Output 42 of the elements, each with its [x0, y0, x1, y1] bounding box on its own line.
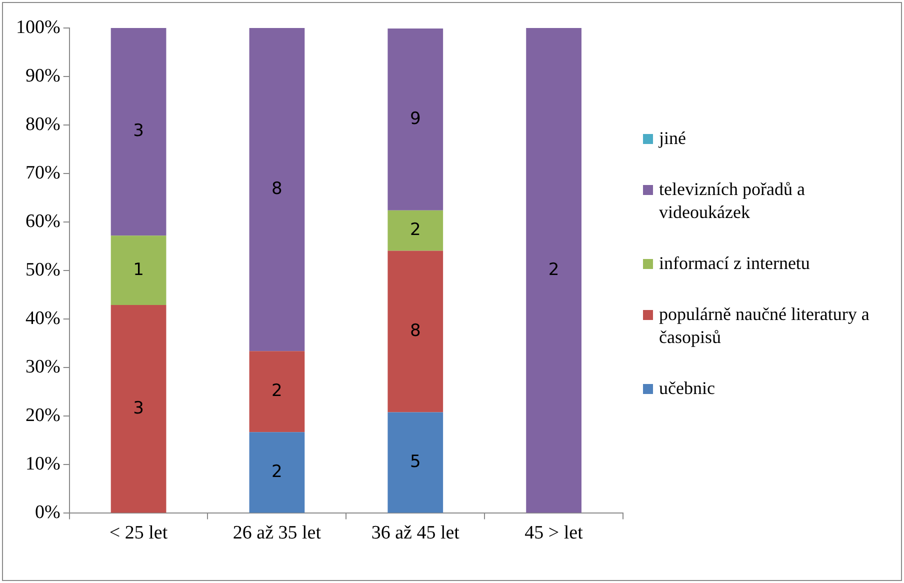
bar	[388, 210, 444, 251]
legend-label: populárně naučné literatury a časopisů	[659, 302, 870, 348]
bar	[110, 305, 166, 513]
annotation: 2	[410, 220, 421, 240]
annotation: 8	[410, 320, 421, 341]
bar	[249, 28, 305, 352]
y-tick-label: 80%	[26, 114, 60, 136]
annotation: 1	[133, 260, 144, 280]
annotation: 2	[272, 381, 282, 402]
annotation: 8	[272, 178, 282, 199]
bar	[110, 236, 166, 306]
bar	[526, 28, 582, 513]
y-tick-label: 40%	[26, 308, 60, 330]
y-tick-label: 50%	[26, 260, 60, 281]
bar	[110, 28, 166, 236]
annotation: 5	[410, 452, 421, 472]
y-tick-label: 70%	[26, 162, 60, 184]
y-tick-label: 90%	[26, 66, 60, 87]
y-tick-label: 0%	[35, 502, 60, 524]
y-tick-label: 10%	[26, 454, 60, 475]
y-tick-label: 60%	[26, 211, 60, 232]
y-tick-label: 30%	[26, 356, 60, 378]
legend-label: jiné	[659, 126, 686, 150]
annotation: 3	[133, 398, 144, 418]
annotation: 2	[272, 462, 282, 482]
annotation: 9	[410, 108, 421, 129]
x-tick-label: 36 až 45 let	[371, 522, 460, 544]
x-tick-label: 26 až 35 let	[232, 522, 322, 544]
legend-label: informací z internetu	[659, 252, 810, 274]
x-tick-label: 45 > let	[524, 522, 584, 544]
annotation: 2	[548, 260, 560, 280]
bar	[388, 28, 444, 210]
annotation: 3	[133, 121, 144, 142]
bar	[388, 250, 444, 412]
legend-label: televizních pořadů a videoukázek	[659, 178, 806, 224]
y-tick-label: 100%	[16, 16, 60, 38]
legend-label: učebnic	[659, 376, 715, 400]
bar	[388, 412, 444, 513]
bar	[249, 432, 305, 513]
bar	[249, 351, 305, 432]
y-tick-label: 20%	[26, 405, 60, 426]
x-tick-label: < 25 let	[109, 522, 168, 544]
